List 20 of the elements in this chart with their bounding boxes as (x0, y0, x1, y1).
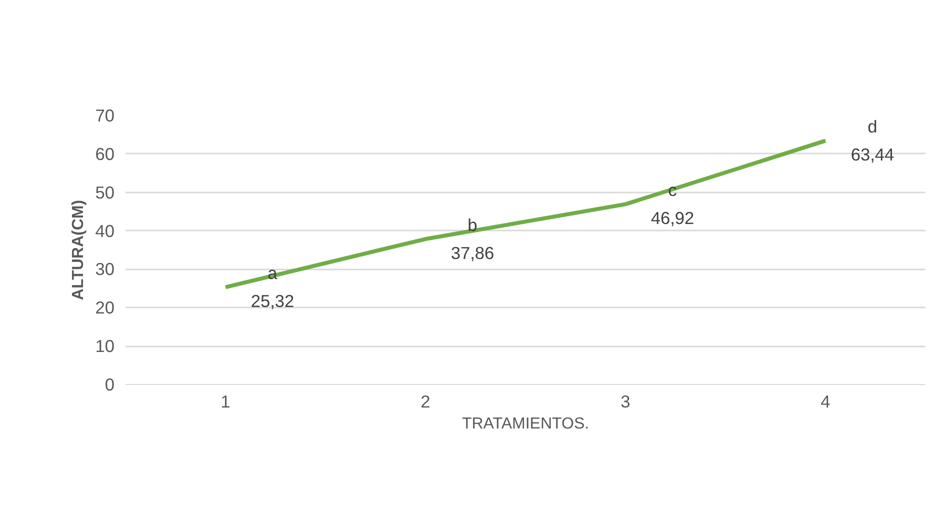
data-label: 37,86 (450, 243, 494, 264)
y-tick-label: 70 (95, 106, 115, 126)
y-tick-label: 40 (95, 220, 115, 241)
data-label: 46,92 (650, 208, 694, 228)
y-tick-label: 60 (95, 144, 115, 164)
y-tick-label: 30 (95, 259, 115, 280)
x-tick-label: 1 (220, 392, 230, 412)
y-tick-label: 20 (95, 298, 115, 318)
y-tick-label: 0 (104, 374, 115, 394)
y-tick-label: 10 (95, 336, 115, 356)
x-tick-label: 3 (620, 392, 630, 412)
y-tick-label: 50 (95, 182, 115, 202)
data-label: 63,44 (850, 144, 895, 165)
x-axis-title: TRATAMIENTOS. (462, 416, 590, 432)
line-series (224, 138, 828, 290)
x-tick-label: 4 (820, 392, 831, 412)
x-tick-label: 2 (420, 392, 430, 412)
data-label: 25,32 (250, 291, 294, 312)
annotation: d (868, 116, 878, 137)
y-axis-title: ALTURA(CM) (70, 200, 88, 300)
